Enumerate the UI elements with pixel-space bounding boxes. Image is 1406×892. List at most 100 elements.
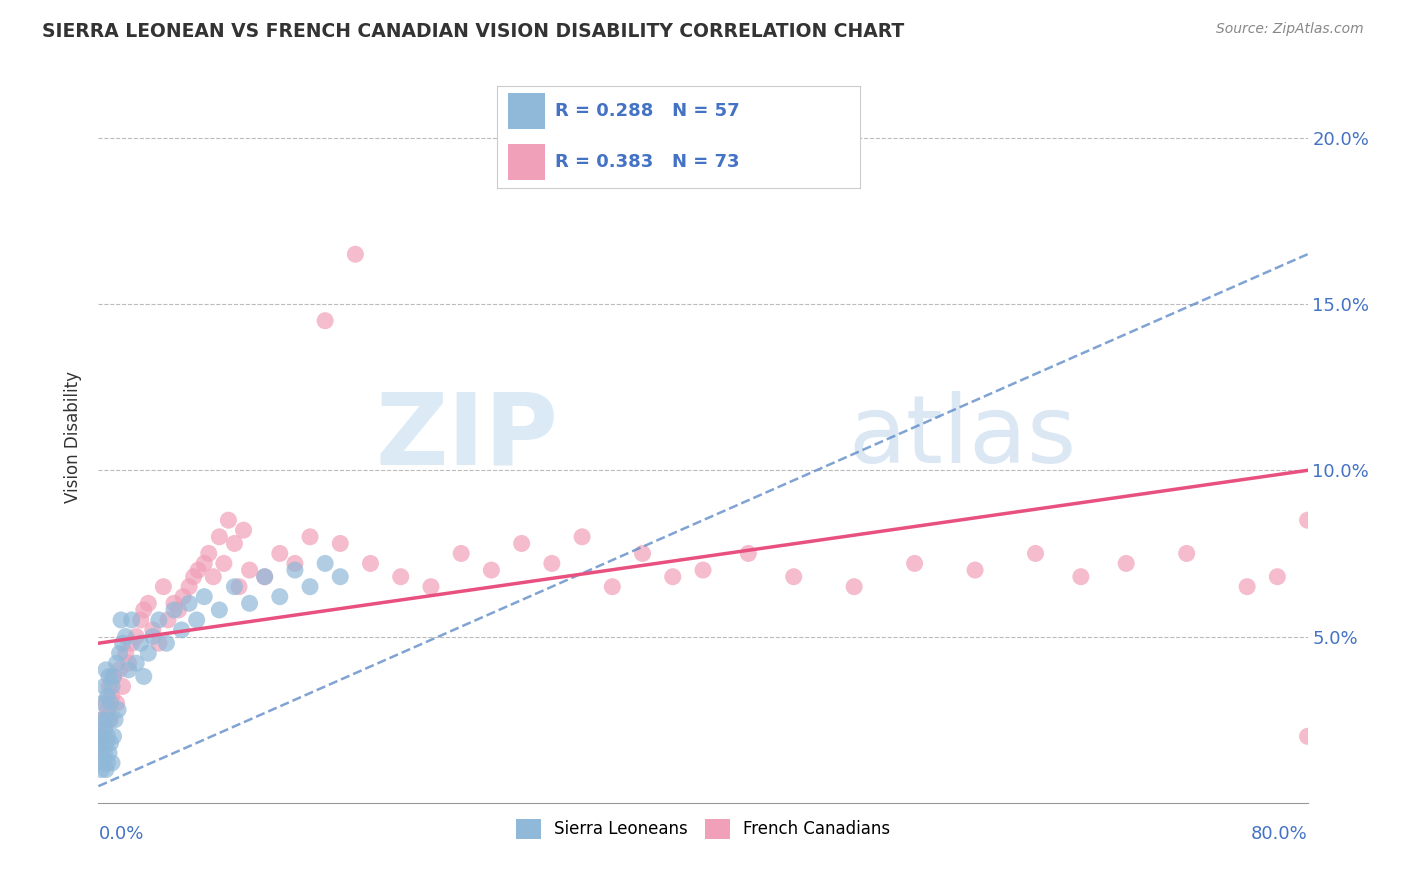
Point: [904, 557, 927, 571]
Point: [94, 763, 117, 777]
Point: [284, 557, 307, 571]
Point: [737, 546, 759, 560]
Point: [107, 703, 129, 717]
Point: [172, 590, 194, 604]
Point: [212, 557, 235, 571]
Point: [105, 696, 128, 710]
Point: [110, 613, 132, 627]
Point: [1115, 557, 1137, 571]
Point: [602, 580, 624, 594]
Point: [111, 636, 134, 650]
Point: [1296, 513, 1319, 527]
Point: [224, 536, 246, 550]
Point: [91, 736, 114, 750]
Point: [100, 713, 122, 727]
Point: [156, 613, 179, 627]
Point: [208, 530, 231, 544]
Point: [269, 546, 291, 560]
Point: [111, 680, 134, 694]
Point: [1296, 729, 1319, 743]
Point: [98, 680, 121, 694]
Point: [420, 580, 443, 594]
Point: [329, 536, 352, 550]
Point: [90, 736, 112, 750]
Point: [89, 746, 111, 760]
Point: [197, 546, 219, 560]
Point: [93, 680, 115, 694]
Point: [129, 636, 152, 650]
Point: [232, 523, 254, 537]
Point: [91, 729, 114, 743]
Point: [844, 580, 866, 594]
Point: [93, 723, 115, 737]
Point: [179, 580, 201, 594]
Point: [510, 536, 533, 550]
Point: [90, 746, 112, 760]
Point: [183, 570, 205, 584]
Point: [1267, 570, 1289, 584]
Point: [94, 696, 117, 710]
Y-axis label: Vision Disability: Vision Disability: [65, 371, 83, 503]
Point: [94, 663, 117, 677]
Point: [94, 736, 117, 750]
Point: [148, 636, 170, 650]
Point: [314, 314, 336, 328]
Point: [193, 590, 215, 604]
Point: [104, 713, 127, 727]
Point: [186, 613, 208, 627]
Point: [101, 756, 124, 770]
Point: [329, 570, 352, 584]
Point: [965, 563, 987, 577]
Point: [96, 756, 118, 770]
Point: [105, 656, 128, 670]
Point: [114, 646, 136, 660]
Point: [284, 563, 307, 577]
Point: [450, 546, 472, 560]
Point: [202, 570, 225, 584]
Point: [228, 580, 250, 594]
Point: [114, 630, 136, 644]
Point: [132, 669, 155, 683]
Point: [148, 613, 170, 627]
Point: [1236, 580, 1258, 594]
Point: [1175, 546, 1198, 560]
Point: [91, 713, 114, 727]
Point: [179, 596, 201, 610]
Point: [360, 557, 382, 571]
Point: [163, 603, 186, 617]
Point: [170, 623, 193, 637]
Point: [1024, 546, 1046, 560]
Point: [125, 656, 148, 670]
Point: [136, 596, 159, 610]
Point: [93, 746, 115, 760]
Point: [100, 696, 122, 710]
Point: [239, 563, 262, 577]
Point: [91, 696, 114, 710]
Point: [540, 557, 562, 571]
Point: [90, 763, 112, 777]
Point: [299, 580, 322, 594]
Text: atlas: atlas: [848, 391, 1077, 483]
Point: [96, 690, 118, 704]
Point: [98, 713, 121, 727]
Point: [389, 570, 412, 584]
Point: [101, 690, 124, 704]
Point: [253, 570, 276, 584]
Point: [98, 746, 121, 760]
Point: [121, 636, 143, 650]
Point: [101, 680, 124, 694]
Point: [100, 736, 122, 750]
Point: [269, 590, 291, 604]
Point: [121, 613, 143, 627]
Point: [224, 580, 246, 594]
Point: [208, 603, 231, 617]
Point: [253, 570, 276, 584]
Point: [661, 570, 683, 584]
Legend: Sierra Leoneans, French Canadians: Sierra Leoneans, French Canadians: [509, 812, 897, 846]
Point: [631, 546, 654, 560]
Text: Source: ZipAtlas.com: Source: ZipAtlas.com: [1216, 22, 1364, 37]
Point: [132, 603, 155, 617]
Point: [125, 630, 148, 644]
Text: ZIP: ZIP: [375, 389, 558, 485]
Point: [217, 513, 239, 527]
